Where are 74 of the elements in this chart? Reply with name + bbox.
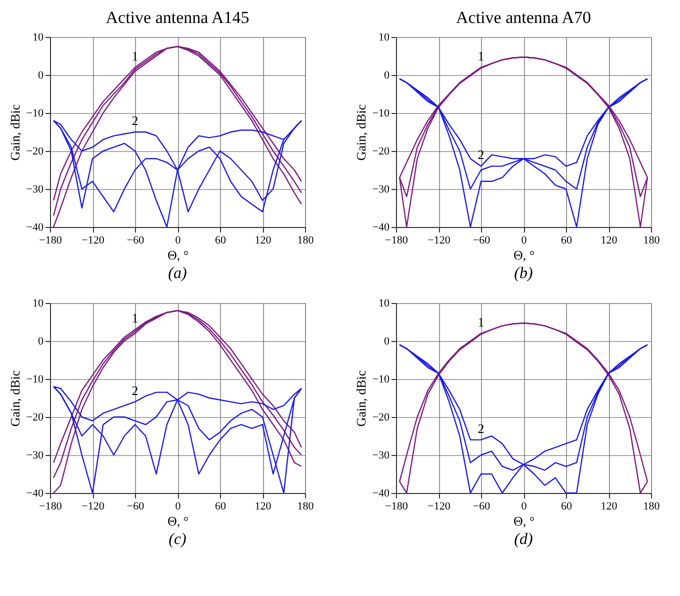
x-tick-label: −180	[39, 500, 62, 512]
x-tick-label: −120	[82, 500, 105, 512]
x-tick-label: −60	[472, 234, 491, 246]
y-tick-label: −40	[26, 488, 44, 500]
x-tick-label: −60	[472, 500, 491, 512]
y-tick-label: −40	[26, 222, 44, 234]
y-tick-label: −20	[26, 146, 44, 158]
annotation: 1	[132, 48, 138, 64]
annotation: 1	[478, 48, 484, 64]
x-tick-label: 180	[643, 500, 660, 512]
x-tick-label: 60	[561, 234, 572, 246]
y-tick-label: −30	[372, 450, 390, 462]
x-tick-label: −120	[428, 234, 451, 246]
y-tick-label: −20	[26, 412, 44, 424]
y-tick-label: 10	[32, 298, 44, 310]
y-tick-label: −20	[372, 412, 390, 424]
y-tick-label: −40	[372, 222, 390, 234]
x-tick-label: 120	[600, 234, 618, 246]
chart-title: Active antenna A145	[106, 8, 250, 27]
y-tick-label: −20	[372, 146, 390, 158]
text: (d)	[514, 531, 533, 548]
x-tick-label: −60	[126, 234, 145, 246]
x-tick-label: 0	[521, 500, 528, 512]
y-tick-label: 10	[378, 32, 390, 44]
x-tick-label: −120	[428, 500, 451, 512]
annotation: 2	[478, 420, 484, 436]
y-axis-title: Gain, dBic	[353, 104, 368, 161]
x-tick-label: 120	[600, 500, 618, 512]
x-tick-label: 60	[215, 500, 226, 512]
y-tick-label: −10	[372, 374, 390, 386]
x-tick-label: −180	[39, 234, 62, 246]
x-tick-label: −120	[82, 234, 105, 246]
annotation: 2	[132, 382, 138, 398]
y-tick-label: 0	[38, 336, 44, 348]
y-tick-label: −30	[372, 184, 390, 196]
x-tick-label: 180	[643, 234, 660, 246]
x-tick-label: 0	[521, 234, 528, 246]
x-tick-label: 120	[254, 500, 272, 512]
text: (c)	[168, 531, 186, 548]
x-axis-title: Θ, °	[513, 514, 535, 528]
y-axis-title: Gain, dBic	[7, 370, 22, 427]
annotation: 2	[132, 113, 138, 128]
y-axis-title: Gain, dBic	[7, 104, 22, 161]
x-tick-label: 0	[175, 234, 182, 246]
x-tick-label: 0	[175, 500, 182, 512]
y-tick-label: −40	[372, 488, 390, 500]
x-axis-title: Θ, °	[167, 248, 189, 262]
x-tick-label: −60	[126, 500, 145, 512]
chart-title: Active antenna A70	[456, 8, 592, 27]
x-tick-label: 120	[254, 234, 272, 246]
annotation: 2	[478, 147, 484, 162]
x-tick-label: 60	[561, 500, 572, 512]
y-tick-label: −30	[26, 450, 44, 462]
y-tick-label: −10	[26, 374, 44, 386]
annotation: 1	[478, 314, 484, 330]
y-tick-label: −10	[26, 108, 44, 120]
text: (a)	[168, 265, 187, 282]
y-tick-label: 0	[384, 70, 390, 82]
y-axis-title: Gain, dBic	[353, 370, 368, 427]
annotation: 1	[132, 310, 138, 326]
x-tick-label: 180	[297, 234, 314, 246]
y-tick-label: 0	[384, 336, 390, 348]
text: (b)	[514, 265, 533, 282]
x-tick-label: −180	[385, 500, 408, 512]
y-tick-label: 0	[38, 70, 44, 82]
y-tick-label: −10	[372, 108, 390, 120]
x-axis-title: Θ, °	[513, 248, 535, 262]
x-tick-label: 180	[297, 500, 314, 512]
y-tick-label: 10	[32, 32, 44, 44]
x-axis-title: Θ, °	[167, 514, 189, 528]
y-tick-label: 10	[378, 298, 390, 310]
x-tick-label: 60	[215, 234, 226, 246]
x-tick-label: −180	[385, 234, 408, 246]
y-tick-label: −30	[26, 184, 44, 196]
